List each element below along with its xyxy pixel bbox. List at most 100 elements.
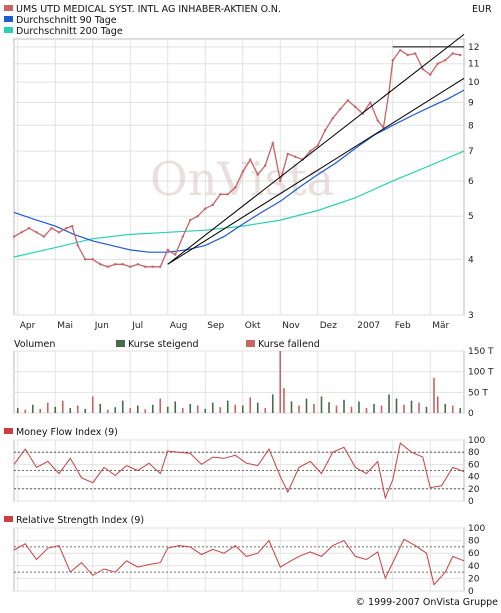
volume-bar <box>234 404 237 413</box>
volume-bar <box>395 398 398 413</box>
price-point <box>219 193 222 196</box>
volume-bar <box>365 408 368 413</box>
price-point <box>346 99 349 102</box>
mfi-panel: 0 20 40 60 80 100 Money Flow Index (9) <box>4 427 485 507</box>
legend-swatch-ma200 <box>4 27 13 33</box>
volume-bar <box>91 396 94 413</box>
price-point <box>159 265 162 268</box>
price-point <box>451 52 454 55</box>
volume-bar <box>174 401 177 413</box>
mfi-line <box>13 442 465 500</box>
price-point <box>65 226 68 230</box>
x-tick-label: Feb <box>395 321 411 331</box>
volume-bar <box>451 405 454 413</box>
volume-bar <box>343 399 345 413</box>
volume-bar <box>350 406 353 413</box>
y-tick-label: 4 <box>468 255 474 265</box>
volume-y-tick-label: 0 <box>468 409 474 419</box>
price-point <box>256 173 259 176</box>
volume-bar <box>39 408 42 413</box>
volume-bar <box>249 397 252 413</box>
volume-bar <box>121 400 124 413</box>
price-point <box>414 52 417 55</box>
legend-label-falling: Kurse fallend <box>258 339 320 350</box>
y-tick-label: 6 <box>468 177 474 187</box>
price-point <box>459 53 462 57</box>
price-point <box>129 265 132 268</box>
trendline <box>167 34 465 265</box>
volume-bar <box>69 408 72 413</box>
volume-bar <box>418 402 420 413</box>
price-point <box>106 265 109 268</box>
price-point <box>429 73 432 76</box>
volume-bar <box>181 408 184 413</box>
volume-bar <box>403 404 405 413</box>
price-point <box>166 248 169 252</box>
currency-label: EUR <box>472 4 492 15</box>
volume-bar <box>290 401 293 413</box>
price-point <box>136 263 139 266</box>
rsi-y-tick-label: 80 <box>468 537 480 547</box>
rsi-y-tick-label: 60 <box>468 549 480 559</box>
price-point <box>391 59 394 62</box>
rsi-y-tick-label: 0 <box>468 587 474 597</box>
y-tick-label: 5 <box>468 212 474 222</box>
price-point <box>286 152 289 156</box>
x-tick-label: Sep <box>207 321 224 331</box>
price-point <box>421 67 424 71</box>
y-tick-label: 12 <box>468 43 479 53</box>
x-tick-label: Jun <box>94 321 109 331</box>
legend-swatch-price <box>4 5 13 11</box>
x-tick-label: 2007 <box>357 321 380 331</box>
volume-bar <box>388 394 390 413</box>
price-point <box>354 105 357 109</box>
volume-bar <box>196 405 199 413</box>
volume-bar <box>283 388 285 413</box>
volume-bar <box>54 406 57 413</box>
legend-label-price: UMS UTD MEDICAL SYST. INTL AG INHABER-AK… <box>16 4 281 15</box>
price-line <box>13 49 461 268</box>
legend-swatch-ma90 <box>4 16 13 22</box>
volume-bar <box>151 404 154 413</box>
price-point <box>264 164 267 167</box>
x-tick-label: Aug <box>170 321 188 331</box>
legend-swatch-falling <box>246 340 255 347</box>
volume-bar <box>226 400 229 413</box>
volume-bar <box>459 408 462 413</box>
price-point <box>196 215 199 218</box>
volume-bar <box>433 377 435 413</box>
volume-bar <box>76 405 79 413</box>
price-point <box>226 193 229 196</box>
price-point <box>376 119 379 122</box>
y-tick-label: 3 <box>468 311 474 321</box>
rsi-plot-area <box>13 527 465 592</box>
legend-label-ma90: Durchschnitt 90 Tage <box>16 15 117 26</box>
y-tick-label: 10 <box>468 78 480 88</box>
mfi-y-tick-label: 60 <box>468 460 480 470</box>
volume-bar <box>114 407 117 413</box>
price-point <box>399 48 402 52</box>
rsi-title-swatch <box>4 516 13 522</box>
volume-bar <box>24 409 27 413</box>
y-tick-label: 8 <box>468 121 474 131</box>
volume-bar <box>305 398 308 413</box>
price-point <box>406 53 409 57</box>
volume-bar <box>425 406 428 413</box>
rsi-y-tick-label: 100 <box>468 524 485 534</box>
price-point <box>91 258 94 261</box>
volume-bar <box>256 402 259 413</box>
volume-bar <box>136 405 139 413</box>
price-point <box>76 244 79 247</box>
price-point <box>42 235 46 238</box>
ma200-line <box>13 150 465 258</box>
volume-bar <box>271 394 274 413</box>
ma90-line <box>13 89 465 253</box>
volume-y-tick-label: 100 T <box>468 368 494 378</box>
mfi-title-swatch <box>4 428 13 434</box>
rsi-title: Relative Strength Index (9) <box>16 515 144 526</box>
volume-bar <box>264 408 267 413</box>
volume-bar <box>144 409 147 413</box>
volume-bar <box>298 405 300 413</box>
price-point <box>279 179 282 183</box>
